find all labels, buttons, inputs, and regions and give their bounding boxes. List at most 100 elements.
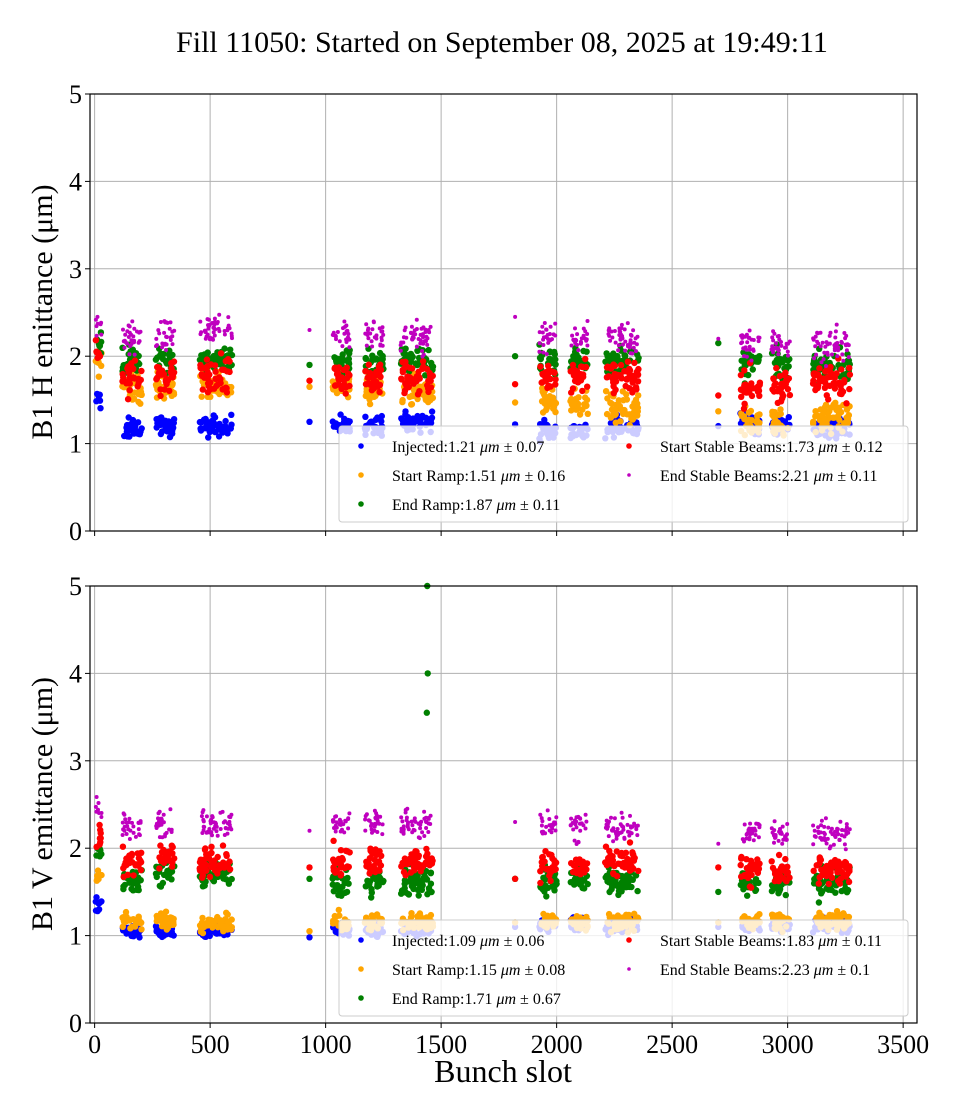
data-point: [619, 863, 626, 870]
data-point: [426, 816, 431, 820]
data-point: [164, 320, 169, 325]
data-point: [829, 414, 837, 421]
data-point: [776, 352, 781, 357]
data-point: [126, 335, 131, 339]
data-point: [843, 862, 850, 870]
data-point: [366, 400, 374, 408]
data-point: [575, 332, 580, 337]
data-point: [841, 358, 846, 363]
data-point: [422, 809, 427, 814]
data-point: [226, 315, 231, 320]
data-point: [607, 326, 612, 331]
data-point: [824, 340, 829, 345]
data-point: [634, 404, 642, 411]
data-point: [545, 332, 550, 337]
data-point: [634, 412, 641, 419]
data-point: [614, 371, 621, 379]
data-point: [423, 845, 430, 853]
data-point: [840, 828, 844, 832]
data-point: [783, 869, 790, 876]
data-point: [410, 380, 417, 387]
data-point: [201, 351, 208, 358]
data-point: [409, 851, 416, 858]
y-tick-label: 4: [69, 167, 82, 196]
data-point: [131, 923, 139, 930]
data-point: [554, 815, 559, 820]
data-point: [813, 344, 818, 349]
data-point: [634, 378, 642, 385]
data-point: [202, 825, 207, 829]
data-point: [131, 830, 136, 835]
data-point: [634, 827, 639, 832]
data-point: [411, 874, 418, 882]
data-point: [223, 389, 231, 396]
x-tick-label: 2500: [646, 1030, 698, 1059]
data-point: [772, 828, 777, 833]
data-point: [170, 358, 178, 365]
data-point: [398, 348, 403, 353]
data-point: [771, 338, 776, 343]
data-point: [94, 795, 99, 799]
data-point: [333, 367, 340, 374]
data-point: [612, 816, 617, 821]
data-point: [342, 847, 350, 854]
data-point: [544, 824, 549, 829]
data-point: [776, 348, 781, 353]
data-point: [204, 393, 211, 400]
data-point: [545, 382, 552, 389]
data-point: [603, 859, 611, 867]
data-point: [577, 374, 584, 382]
data-point: [93, 877, 101, 884]
data-point: [820, 340, 825, 345]
data-point: [774, 399, 781, 407]
data-point: [578, 828, 583, 833]
data-point: [628, 332, 633, 337]
data-point: [819, 818, 824, 823]
data-point: [400, 868, 408, 876]
data-point: [217, 350, 225, 357]
data-point: [628, 813, 632, 818]
data-point: [161, 820, 166, 825]
data-point: [125, 824, 130, 829]
data-point: [363, 817, 368, 822]
data-point: [833, 335, 838, 340]
data-point: [126, 820, 131, 825]
data-point: [164, 348, 168, 352]
data-point: [131, 824, 136, 829]
data-point: [747, 344, 752, 349]
data-point: [163, 852, 171, 859]
data-point: [755, 821, 760, 826]
data-point: [420, 349, 425, 353]
data-point: [737, 861, 744, 869]
data-point: [208, 859, 216, 866]
legend-box: [338, 919, 909, 1017]
data-point: [846, 867, 853, 875]
data-point: [205, 379, 212, 387]
data-point: [581, 823, 586, 828]
data-point: [715, 392, 722, 399]
data-point: [198, 332, 203, 337]
data-point: [833, 370, 840, 377]
data-point: [422, 396, 429, 403]
data-point: [364, 343, 369, 348]
data-point: [424, 826, 429, 830]
data-point: [212, 368, 219, 375]
data-point: [746, 335, 751, 340]
data-point: [415, 892, 422, 899]
data-point: [844, 822, 849, 827]
data-point: [406, 820, 410, 825]
data-point: [409, 353, 416, 361]
data-point: [374, 336, 379, 341]
legend-marker: [358, 443, 364, 449]
data-point: [615, 397, 622, 404]
data-point: [570, 862, 578, 869]
data-point: [156, 882, 163, 890]
data-point: [212, 316, 217, 321]
data-point: [541, 416, 548, 424]
data-point: [217, 360, 224, 367]
data-point: [782, 855, 789, 863]
data-point: [340, 344, 345, 349]
series-start-stable-beams: [93, 821, 853, 891]
data-point: [205, 332, 210, 337]
data-point: [747, 862, 754, 869]
